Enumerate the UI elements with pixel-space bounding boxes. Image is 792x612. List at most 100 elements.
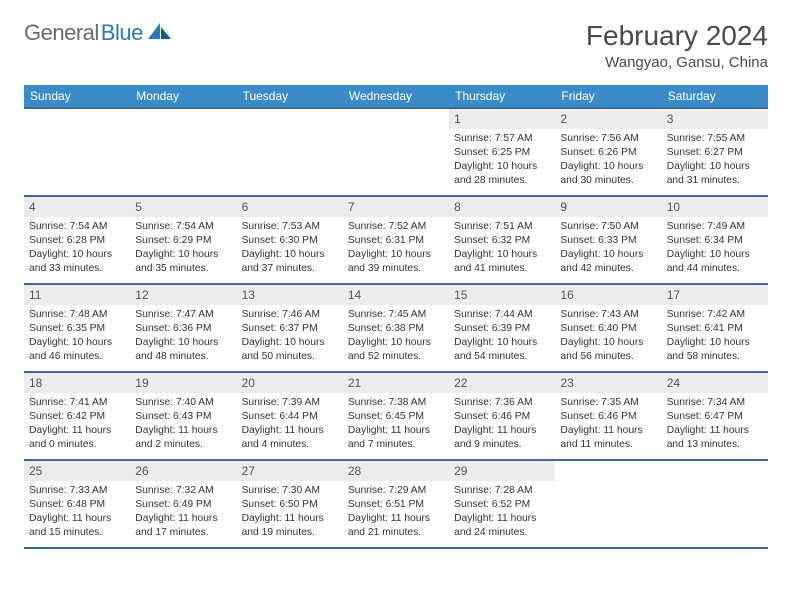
sunrise-text: Sunrise: 7:46 AM <box>242 308 338 322</box>
day-content: Sunrise: 7:54 AMSunset: 6:28 PMDaylight:… <box>24 217 130 281</box>
day-content: Sunrise: 7:54 AMSunset: 6:29 PMDaylight:… <box>130 217 236 281</box>
sunrise-text: Sunrise: 7:44 AM <box>454 308 550 322</box>
calendar-day: 5Sunrise: 7:54 AMSunset: 6:29 PMDaylight… <box>130 196 236 284</box>
month-title: February 2024 <box>586 20 768 52</box>
daylight-text: Daylight: 11 hours and 21 minutes. <box>348 512 444 540</box>
sunrise-text: Sunrise: 7:41 AM <box>29 396 125 410</box>
sunrise-text: Sunrise: 7:45 AM <box>348 308 444 322</box>
day-content: Sunrise: 7:28 AMSunset: 6:52 PMDaylight:… <box>449 481 555 545</box>
sunset-text: Sunset: 6:29 PM <box>135 234 231 248</box>
daylight-text: Daylight: 11 hours and 9 minutes. <box>454 424 550 452</box>
calendar-day: 25Sunrise: 7:33 AMSunset: 6:48 PMDayligh… <box>24 460 130 548</box>
sunset-text: Sunset: 6:48 PM <box>29 498 125 512</box>
sunset-text: Sunset: 6:45 PM <box>348 410 444 424</box>
sunset-text: Sunset: 6:50 PM <box>242 498 338 512</box>
calendar-day: 9Sunrise: 7:50 AMSunset: 6:33 PMDaylight… <box>555 196 661 284</box>
day-content: Sunrise: 7:57 AMSunset: 6:25 PMDaylight:… <box>449 129 555 193</box>
sunrise-text: Sunrise: 7:48 AM <box>29 308 125 322</box>
sunrise-text: Sunrise: 7:49 AM <box>667 220 763 234</box>
calendar-day: 29Sunrise: 7:28 AMSunset: 6:52 PMDayligh… <box>449 460 555 548</box>
sunset-text: Sunset: 6:51 PM <box>348 498 444 512</box>
daylight-text: Daylight: 10 hours and 37 minutes. <box>242 248 338 276</box>
day-number: 17 <box>662 285 768 305</box>
sunrise-text: Sunrise: 7:54 AM <box>29 220 125 234</box>
sunrise-text: Sunrise: 7:38 AM <box>348 396 444 410</box>
day-content: Sunrise: 7:47 AMSunset: 6:36 PMDaylight:… <box>130 305 236 369</box>
day-content: Sunrise: 7:43 AMSunset: 6:40 PMDaylight:… <box>555 305 661 369</box>
sunrise-text: Sunrise: 7:52 AM <box>348 220 444 234</box>
daylight-text: Daylight: 10 hours and 44 minutes. <box>667 248 763 276</box>
sunrise-text: Sunrise: 7:54 AM <box>135 220 231 234</box>
day-number: 21 <box>343 373 449 393</box>
day-content: Sunrise: 7:50 AMSunset: 6:33 PMDaylight:… <box>555 217 661 281</box>
sunset-text: Sunset: 6:46 PM <box>560 410 656 424</box>
daylight-text: Daylight: 10 hours and 52 minutes. <box>348 336 444 364</box>
sunset-text: Sunset: 6:37 PM <box>242 322 338 336</box>
day-number: 24 <box>662 373 768 393</box>
sunset-text: Sunset: 6:42 PM <box>29 410 125 424</box>
day-content: Sunrise: 7:45 AMSunset: 6:38 PMDaylight:… <box>343 305 449 369</box>
day-number: 14 <box>343 285 449 305</box>
day-content: Sunrise: 7:48 AMSunset: 6:35 PMDaylight:… <box>24 305 130 369</box>
sunrise-text: Sunrise: 7:35 AM <box>560 396 656 410</box>
sunset-text: Sunset: 6:27 PM <box>667 146 763 160</box>
day-number: 8 <box>449 197 555 217</box>
sunrise-text: Sunrise: 7:36 AM <box>454 396 550 410</box>
calendar-day: 15 Sunrise: 7:44 AMSunset: 6:39 PMDayligh… <box>449 284 555 372</box>
calendar-day <box>343 108 449 196</box>
daylight-text: Daylight: 10 hours and 35 minutes. <box>135 248 231 276</box>
sunrise-text: Sunrise: 7:40 AM <box>135 396 231 410</box>
logo: GeneralBlue <box>24 20 173 46</box>
daylight-text: Daylight: 10 hours and 54 minutes. <box>454 336 550 364</box>
day-number: 19 <box>130 373 236 393</box>
daylight-text: Daylight: 11 hours and 7 minutes. <box>348 424 444 452</box>
sunset-text: Sunset: 6:52 PM <box>454 498 550 512</box>
calendar-day: 4Sunrise: 7:54 AMSunset: 6:28 PMDaylight… <box>24 196 130 284</box>
daylight-text: Daylight: 11 hours and 13 minutes. <box>667 424 763 452</box>
calendar-day: 8Sunrise: 7:51 AMSunset: 6:32 PMDaylight… <box>449 196 555 284</box>
calendar-day: 7Sunrise: 7:52 AMSunset: 6:31 PMDaylight… <box>343 196 449 284</box>
calendar-day: 3Sunrise: 7:55 AMSunset: 6:27 PMDaylight… <box>662 108 768 196</box>
calendar-day: 26Sunrise: 7:32 AMSunset: 6:49 PMDayligh… <box>130 460 236 548</box>
sunrise-text: Sunrise: 7:32 AM <box>135 484 231 498</box>
sunrise-text: Sunrise: 7:50 AM <box>560 220 656 234</box>
day-number: 12 <box>130 285 236 305</box>
sunrise-text: Sunrise: 7:34 AM <box>667 396 763 410</box>
sunset-text: Sunset: 6:26 PM <box>560 146 656 160</box>
day-content: Sunrise: 7:42 AMSunset: 6:41 PMDaylight:… <box>662 305 768 369</box>
day-number: 20 <box>237 373 343 393</box>
day-content: Sunrise: 7:52 AMSunset: 6:31 PMDaylight:… <box>343 217 449 281</box>
day-content: Sunrise: 7:33 AMSunset: 6:48 PMDaylight:… <box>24 481 130 545</box>
calendar-day <box>555 460 661 548</box>
day-header: Sunday <box>24 85 130 108</box>
day-number: 9 <box>555 197 661 217</box>
day-number: 15 <box>449 285 555 305</box>
sunset-text: Sunset: 6:39 PM <box>454 322 550 336</box>
day-header: Monday <box>130 85 236 108</box>
sunrise-text: Sunrise: 7:56 AM <box>560 132 656 146</box>
day-content: Sunrise: 7:32 AMSunset: 6:49 PMDaylight:… <box>130 481 236 545</box>
calendar-day: 1Sunrise: 7:57 AMSunset: 6:25 PMDaylight… <box>449 108 555 196</box>
day-content: Sunrise: 7:30 AMSunset: 6:50 PMDaylight:… <box>237 481 343 545</box>
sunrise-text: Sunrise: 7:33 AM <box>29 484 125 498</box>
logo-text-gray: General <box>24 20 99 46</box>
day-content: Sunrise: 7:29 AMSunset: 6:51 PMDaylight:… <box>343 481 449 545</box>
sunrise-text: Sunrise: 7:57 AM <box>454 132 550 146</box>
sunset-text: Sunset: 6:35 PM <box>29 322 125 336</box>
day-number: 4 <box>24 197 130 217</box>
day-content: Sunrise: 7:34 AMSunset: 6:47 PMDaylight:… <box>662 393 768 457</box>
day-content: Sunrise: 7:51 AMSunset: 6:32 PMDaylight:… <box>449 217 555 281</box>
day-number: 29 <box>449 461 555 481</box>
daylight-text: Daylight: 11 hours and 24 minutes. <box>454 512 550 540</box>
day-number: 11 <box>24 285 130 305</box>
day-content: Sunrise: 7:56 AMSunset: 6:26 PMDaylight:… <box>555 129 661 193</box>
day-content: Sunrise: 7:46 AMSunset: 6:37 PMDaylight:… <box>237 305 343 369</box>
day-content: Sunrise: 7:40 AMSunset: 6:43 PMDaylight:… <box>130 393 236 457</box>
day-number: 28 <box>343 461 449 481</box>
day-number: 1 <box>449 109 555 129</box>
calendar-day: 14Sunrise: 7:45 AMSunset: 6:38 PMDayligh… <box>343 284 449 372</box>
sunset-text: Sunset: 6:25 PM <box>454 146 550 160</box>
logo-text-blue: Blue <box>101 20 143 46</box>
daylight-text: Daylight: 10 hours and 33 minutes. <box>29 248 125 276</box>
sunrise-text: Sunrise: 7:43 AM <box>560 308 656 322</box>
